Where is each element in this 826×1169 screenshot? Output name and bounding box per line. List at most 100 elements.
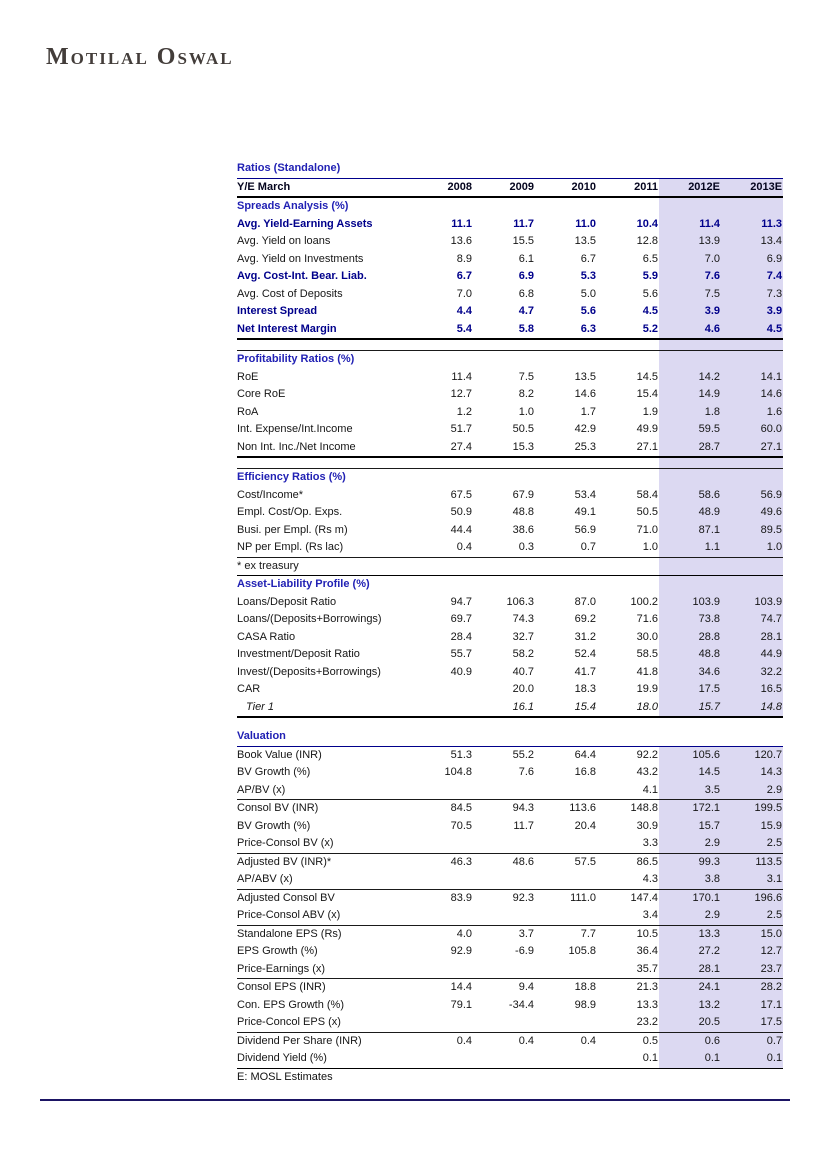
table-row: Core RoE 12.7 8.2 14.6 15.4 14.9 14.6 — [237, 386, 784, 404]
table-row: Dividend Per Share (INR) 0.4 0.4 0.4 0.5 0.6 0… — [237, 1032, 784, 1050]
row-value: 2.9 — [659, 907, 721, 926]
cell-empty — [659, 728, 721, 747]
table-row: Avg. Cost-Int. Bear. Liab. 6.7 6.9 5.3 5.9 7.… — [237, 268, 784, 286]
table-row: Con. EPS Growth (%) 79.1 -34.4 98.9 13.3 13.2… — [237, 996, 784, 1014]
cell-empty — [535, 557, 597, 576]
row-value: 48.9 — [659, 504, 721, 522]
cell-empty — [721, 557, 784, 576]
row-value: 7.3 — [721, 285, 784, 303]
row-label: Busi. per Empl. (Rs m) — [237, 523, 348, 536]
table-row: Avg. Cost of Deposits 7.0 6.8 5.0 5.6 7.5 7.3 — [237, 285, 784, 303]
table-note: * ex treasury — [237, 557, 411, 576]
cell-empty — [411, 557, 473, 576]
section-header-row: Profitability Ratios (%) — [237, 350, 784, 369]
row-value: 3.8 — [659, 871, 721, 890]
cell-empty — [473, 338, 535, 351]
table-row: Cost/Income* 67.5 67.9 53.4 58.4 58.6 56.9 — [237, 486, 784, 504]
row-value: 20.0 — [512, 683, 534, 695]
row-label: Avg. Cost-Int. Bear. Liab. — [237, 270, 367, 282]
table-row: Investment/Deposit Ratio 55.7 58.2 52.4 58.5… — [237, 646, 784, 664]
row-value: 6.7 — [456, 270, 472, 282]
row-value: 0.7 — [535, 539, 597, 558]
row-value: 8.2 — [518, 388, 534, 400]
cell-empty — [721, 197, 784, 216]
row-label: Tier 1 — [237, 698, 411, 718]
row-value: 13.5 — [574, 370, 596, 383]
row-value: 89.5 — [721, 521, 784, 539]
row-value: 3.9 — [659, 303, 721, 321]
row-value: 120.7 — [721, 746, 784, 764]
row-value: 53.4 — [574, 488, 596, 501]
row-value: 69.7 — [450, 613, 472, 625]
row-value — [411, 835, 473, 854]
row-value: 147.4 — [630, 891, 658, 904]
row-value: 196.6 — [721, 889, 784, 907]
row-value: 4.6 — [659, 320, 721, 339]
row-value: 27.4 — [450, 440, 472, 453]
cell-empty — [659, 468, 721, 487]
table-row: Non Int. Inc./Net Income 27.4 15.3 25.3 27.1… — [237, 438, 784, 457]
row-value: 113.5 — [721, 853, 784, 871]
row-value: 15.7 — [659, 817, 721, 835]
row-value: 15.4 — [535, 698, 597, 718]
row-value: 3.7 — [518, 927, 534, 940]
row-value: 0.3 — [473, 539, 535, 558]
row-label: Dividend Yield (%) — [237, 1050, 411, 1069]
row-value: 48.8 — [512, 506, 534, 518]
row-value: 73.8 — [659, 611, 721, 629]
section-title: Valuation — [237, 728, 411, 747]
row-value: 3.5 — [659, 781, 721, 800]
row-label: Price-Consol ABV (x) — [237, 907, 411, 926]
cell-empty — [597, 456, 659, 469]
cell-empty — [411, 338, 473, 351]
row-value: 27.1 — [636, 440, 658, 453]
section-gap — [237, 717, 783, 728]
table-row: CAR 20.0 18.3 19.9 17.5 16.5 — [237, 681, 784, 699]
row-value: 0.1 — [597, 1050, 659, 1069]
row-value: 15.0 — [721, 925, 784, 943]
header-year-2008: 2008 — [411, 178, 473, 198]
row-value — [535, 1050, 597, 1069]
row-label: BV Growth (%) — [237, 819, 311, 832]
row-value — [411, 681, 473, 699]
section-header-row: Valuation — [237, 728, 784, 747]
cell-empty — [535, 576, 597, 594]
row-value: 30.9 — [636, 819, 658, 832]
row-label: Avg. Yield on Investments — [237, 252, 364, 265]
cell-empty — [659, 575, 721, 594]
row-label: Book Value (INR) — [237, 748, 322, 761]
section-gap — [237, 338, 784, 351]
row-value: 64.4 — [574, 748, 596, 761]
row-value — [411, 960, 473, 979]
row-value: 0.5 — [642, 1034, 658, 1047]
cell-empty — [535, 717, 597, 728]
cell-empty — [473, 197, 535, 216]
row-value: 1.2 — [456, 405, 472, 418]
row-value: 10.4 — [636, 217, 658, 230]
row-value: 42.9 — [574, 423, 596, 435]
row-value: 46.3 — [450, 855, 472, 868]
row-value: 18.8 — [574, 981, 596, 993]
table-row: NP per Empl. (Rs lac) 0.4 0.3 0.7 1.0 1.1 1.0 — [237, 539, 784, 558]
table-row: RoA 1.2 1.0 1.7 1.9 1.8 1.6 — [237, 403, 784, 421]
table-row: Avg. Yield on loans 13.6 15.5 13.5 12.8 13.9 1… — [237, 233, 784, 251]
row-label: AP/BV (x) — [237, 781, 411, 800]
row-value: 44.4 — [450, 523, 472, 536]
row-label: AP/ABV (x) — [237, 871, 411, 890]
row-value: 6.9 — [518, 270, 534, 282]
row-value: 170.1 — [659, 889, 721, 907]
gap-cell — [237, 717, 411, 728]
header-year-2013E: 2013E — [721, 178, 784, 198]
row-label: EPS Growth (%) — [237, 945, 318, 957]
table-row: Price-Concol EPS (x) 23.2 20.5 17.5 — [237, 1014, 784, 1033]
table-row: AP/ABV (x) 4.3 3.8 3.1 — [237, 871, 784, 890]
table-footer-row: E: MOSL Estimates — [237, 1068, 783, 1086]
row-value: 0.4 — [518, 1034, 534, 1047]
row-value: 6.8 — [518, 287, 534, 300]
row-value: 69.2 — [574, 613, 596, 625]
row-value: 3.9 — [721, 303, 784, 321]
row-label: Consol EPS (INR) — [237, 981, 326, 993]
cell-empty — [473, 469, 535, 487]
row-label: Int. Expense/Int.Income — [237, 423, 353, 435]
